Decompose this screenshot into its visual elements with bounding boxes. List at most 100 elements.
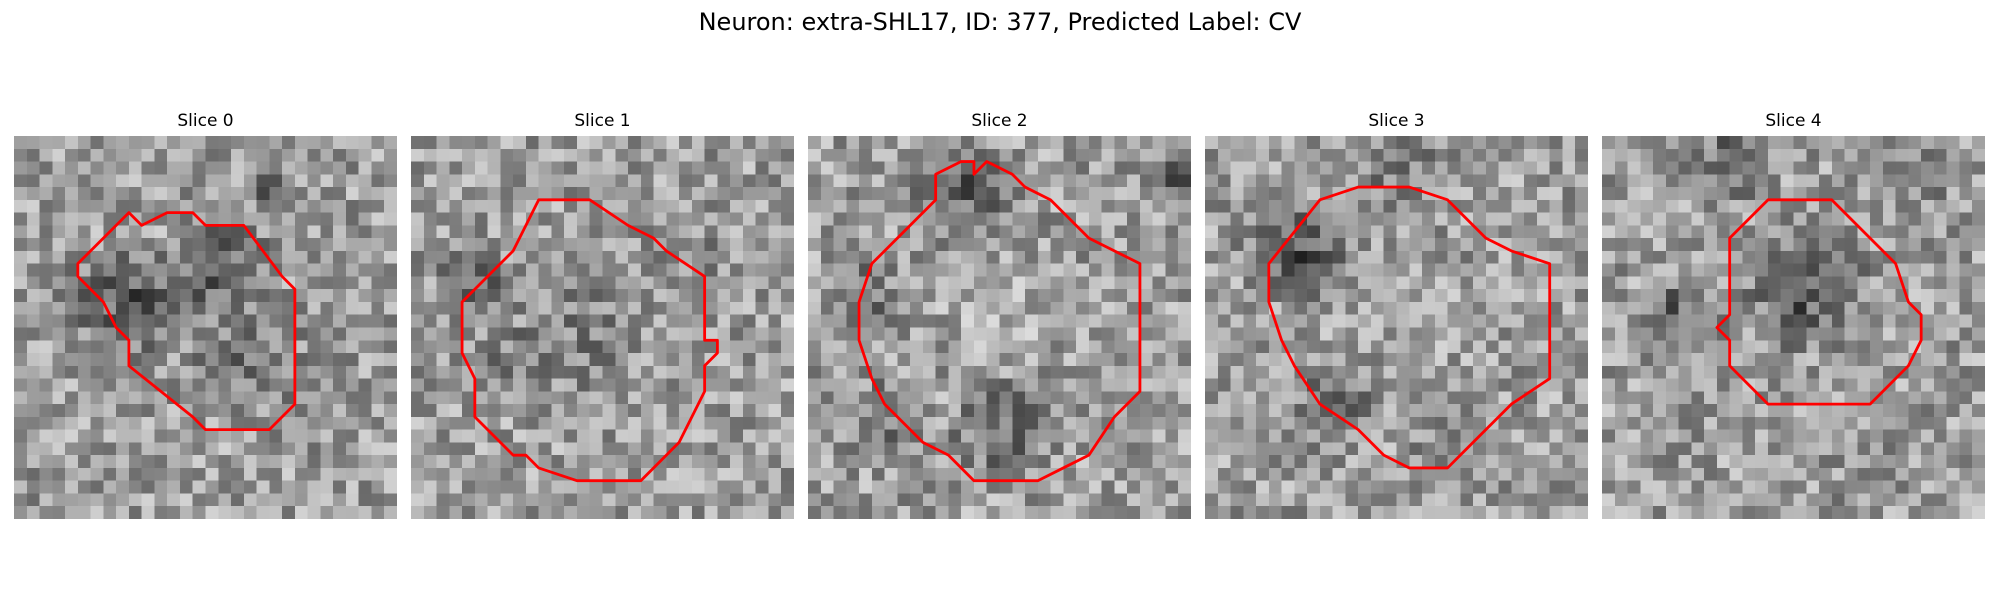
pixel (820, 238, 834, 252)
pixel (371, 404, 385, 418)
pixel (26, 263, 40, 277)
pixel (26, 378, 40, 392)
pixel (679, 378, 693, 392)
pixel (1319, 378, 1333, 392)
pixel (52, 353, 66, 367)
pixel (820, 161, 834, 175)
pixel (333, 148, 347, 162)
pixel (615, 506, 629, 519)
pixel (77, 238, 91, 252)
pixel (1012, 148, 1026, 162)
pixel (730, 238, 744, 252)
pixel (1319, 136, 1333, 150)
pixel (564, 212, 578, 226)
pixel (1653, 289, 1667, 303)
pixel (1409, 161, 1423, 175)
pixel (231, 148, 245, 162)
pixel (1844, 480, 1858, 494)
pixel (26, 467, 40, 481)
pixel (90, 467, 104, 481)
pixel (1294, 263, 1308, 277)
pixel (1575, 174, 1588, 188)
pixel (256, 480, 270, 494)
pixel (1640, 340, 1654, 354)
pixel (1562, 301, 1576, 315)
pixel (755, 238, 769, 252)
pixel (922, 148, 936, 162)
pixel (948, 148, 962, 162)
pixel (1844, 136, 1858, 150)
pixel (462, 276, 476, 290)
pixel (384, 263, 397, 277)
pixel (1396, 314, 1410, 328)
slice-title-2: Slice 2 (971, 111, 1028, 131)
pixel (666, 136, 680, 150)
pixel (14, 161, 28, 175)
pixel (307, 429, 321, 443)
pixel (1819, 289, 1833, 303)
pixel (1217, 429, 1231, 443)
pixel (462, 404, 476, 418)
pixel (1844, 416, 1858, 430)
pixel (500, 416, 514, 430)
pixel (487, 314, 501, 328)
pixel (1319, 340, 1333, 354)
pixel (1485, 263, 1499, 277)
pixel (859, 442, 873, 456)
pixel (640, 391, 654, 405)
pixel (307, 276, 321, 290)
pixel (717, 250, 731, 264)
pixel (1230, 429, 1244, 443)
pixel (128, 467, 142, 481)
pixel (961, 340, 975, 354)
pixel (1524, 404, 1538, 418)
pixel (640, 442, 654, 456)
pixel (1473, 442, 1487, 456)
pixel (487, 161, 501, 175)
pixel (231, 429, 245, 443)
pixel (462, 429, 476, 443)
pixel (371, 416, 385, 430)
pixel (384, 327, 397, 341)
pixel (1536, 136, 1550, 150)
pixel (1460, 238, 1474, 252)
pixel (704, 225, 718, 239)
pixel (449, 455, 463, 469)
pixel (1921, 136, 1935, 150)
pixel (628, 301, 642, 315)
pixel (26, 276, 40, 290)
pixel (167, 238, 181, 252)
pixel (1256, 136, 1270, 150)
pixel (1230, 187, 1244, 201)
pixel (423, 174, 437, 188)
pixel (1511, 365, 1525, 379)
pixel (948, 391, 962, 405)
pixel (922, 455, 936, 469)
pixel (1230, 455, 1244, 469)
pixel (1498, 199, 1512, 213)
pixel (653, 161, 667, 175)
pixel (999, 506, 1013, 519)
pixel (1933, 353, 1947, 367)
pixel (973, 225, 987, 239)
pixel (462, 238, 476, 252)
pixel (128, 225, 142, 239)
pixel (1691, 301, 1705, 315)
pixel (1691, 263, 1705, 277)
pixel (167, 314, 181, 328)
pixel (1946, 225, 1960, 239)
pixel (1780, 225, 1794, 239)
pixel (859, 136, 873, 150)
pixel (1307, 506, 1321, 519)
pixel (1101, 340, 1115, 354)
pixel (576, 225, 590, 239)
pixel (384, 442, 397, 456)
pixel (1114, 301, 1128, 315)
pixel (538, 199, 552, 213)
pixel (1345, 353, 1359, 367)
pixel (1498, 314, 1512, 328)
pixel (755, 467, 769, 481)
pixel (768, 340, 782, 354)
pixel (500, 314, 514, 328)
pixel (1716, 378, 1730, 392)
